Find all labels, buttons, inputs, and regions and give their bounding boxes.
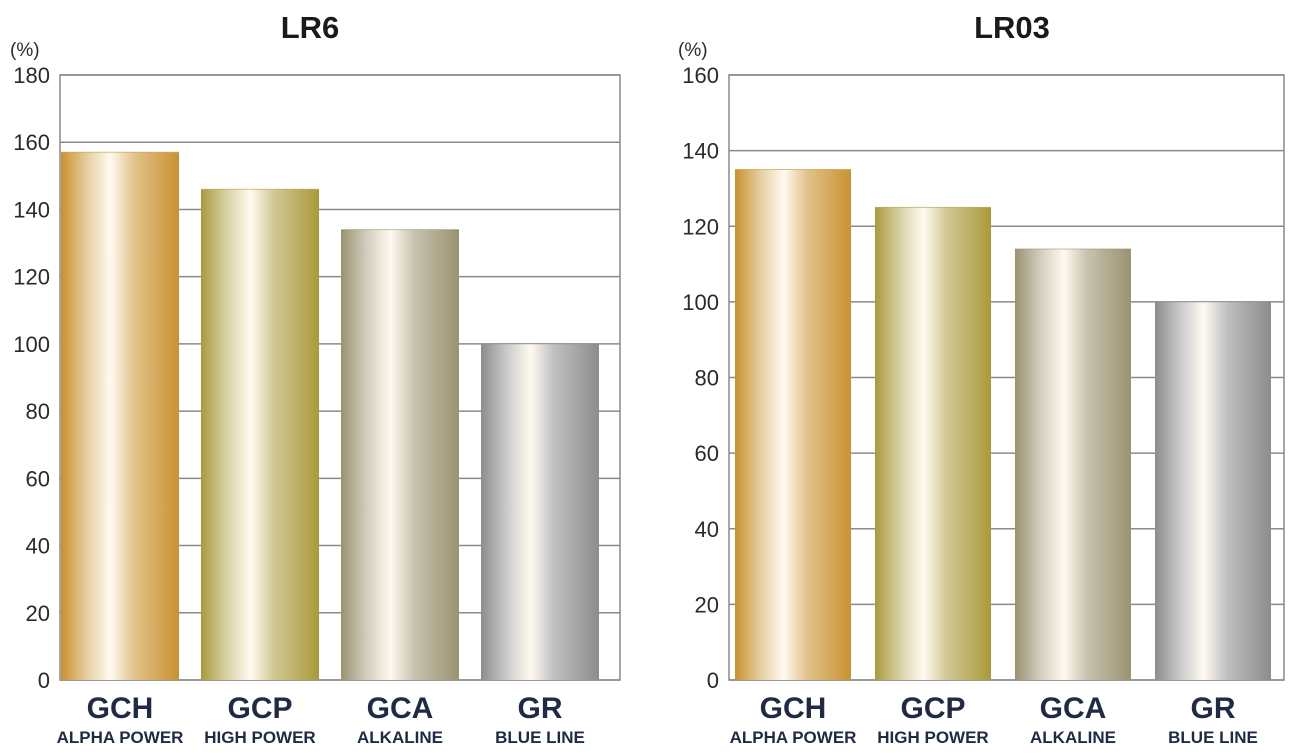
bar-gch — [735, 169, 851, 680]
x-category-sublabel: ALKALINE — [357, 728, 443, 747]
y-tick-label: 180 — [13, 63, 50, 88]
bar-gr — [481, 343, 599, 680]
y-tick-label: 0 — [707, 668, 719, 693]
y-tick-label: 100 — [13, 332, 50, 357]
x-category-sublabel: HIGH POWER — [204, 728, 315, 747]
x-category-sublabel: ALPHA POWER — [730, 728, 857, 747]
x-category-sublabel: BLUE LINE — [495, 728, 585, 747]
y-tick-label: 120 — [682, 214, 719, 239]
y-unit-label: (%) — [10, 40, 40, 61]
x-category-sublabel: ALPHA POWER — [57, 728, 184, 747]
plot-frame — [59, 74, 621, 681]
bar-gcp — [875, 207, 991, 680]
x-category-label: GCA — [367, 692, 434, 725]
y-tick-label: 80 — [695, 366, 719, 391]
x-category-label: GR — [518, 692, 563, 725]
y-tick-label: 80 — [26, 399, 50, 424]
x-category-label: GCH — [760, 692, 827, 725]
bar-gch — [61, 152, 179, 681]
y-tick-label: 20 — [26, 601, 50, 626]
y-tick-label: 20 — [695, 592, 719, 617]
x-category-label: GCP — [227, 692, 292, 725]
bar-gca — [341, 229, 459, 680]
x-category-sublabel: HIGH POWER — [877, 728, 988, 747]
chart-2: LR03 (%) 0 20 40 60 80 100 120 140 160 GCH ALPHA POW… — [678, 10, 1285, 747]
y-tick-label: 160 — [13, 130, 50, 155]
chart-1: LR6 (%) 0 20 40 60 80 100 120 140 160 180 GCH ALPHA P… — [10, 10, 621, 747]
x-category-label: GCP — [900, 692, 965, 725]
x-category-label: GCA — [1040, 692, 1107, 725]
chart-title: LR03 — [974, 10, 1050, 45]
x-category-label: GCH — [87, 692, 154, 725]
y-tick-label: 0 — [38, 668, 50, 693]
x-category-sublabel: ALKALINE — [1030, 728, 1116, 747]
y-tick-label: 160 — [682, 63, 719, 88]
y-tick-label: 60 — [695, 441, 719, 466]
plot-frame — [728, 74, 1285, 681]
y-tick-label: 120 — [13, 265, 50, 290]
bar-gr — [1155, 301, 1271, 680]
y-tick-label: 100 — [682, 290, 719, 315]
y-tick-label: 40 — [26, 534, 50, 559]
chart-title: LR6 — [281, 10, 340, 45]
y-tick-label: 40 — [695, 517, 719, 542]
x-category-label: GR — [1191, 692, 1236, 725]
y-tick-label: 60 — [26, 466, 50, 491]
y-tick-label: 140 — [13, 197, 50, 222]
x-category-sublabel: BLUE LINE — [1168, 728, 1258, 747]
y-unit-label: (%) — [678, 40, 708, 61]
bar-gcp — [201, 189, 319, 680]
y-tick-label: 140 — [682, 139, 719, 164]
bar-gca — [1015, 248, 1131, 680]
